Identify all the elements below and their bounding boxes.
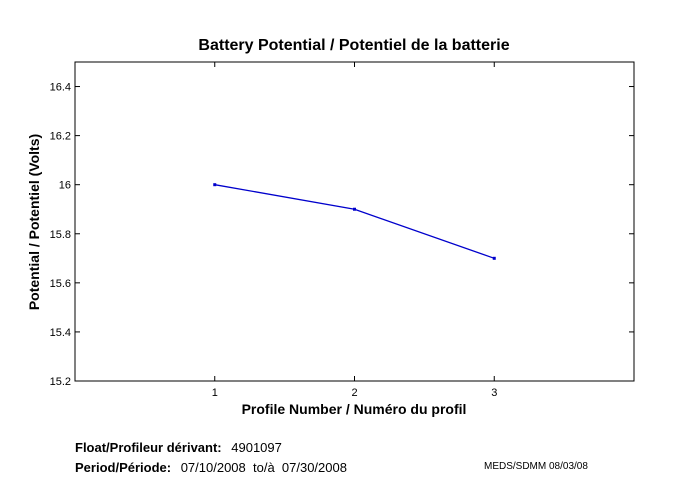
y-tick-label: 15.6 bbox=[50, 278, 71, 290]
period-row: Period/Période: 07/10/2008 to/à 07/30/20… bbox=[75, 460, 347, 475]
x-axis-label: Profile Number / Numéro du profil bbox=[242, 401, 467, 417]
x-tick-label: 3 bbox=[491, 387, 497, 399]
series-layer bbox=[213, 183, 496, 260]
chart-title: Battery Potential / Potentiel de la batt… bbox=[198, 37, 509, 54]
y-tick-label: 15.8 bbox=[50, 229, 71, 241]
plot-frame bbox=[74, 61, 635, 382]
y-axis-ticks: 15.2 15.4 15.6 15.8 16 16.2 16.4 bbox=[50, 82, 634, 388]
data-point bbox=[213, 183, 217, 187]
x-axis-ticks: 1 2 3 bbox=[212, 62, 497, 399]
y-tick-label: 16.2 bbox=[50, 131, 71, 143]
credit-text: MEDS/SDMM 08/03/08 bbox=[484, 461, 588, 472]
y-tick-label: 16 bbox=[59, 180, 71, 192]
y-tick-label: 15.2 bbox=[50, 376, 71, 388]
series-line bbox=[214, 184, 495, 259]
float-id-label: Float/Profileur dérivant: bbox=[75, 440, 222, 455]
x-tick-label: 2 bbox=[351, 387, 357, 399]
period-label: Period/Période: bbox=[75, 460, 172, 475]
float-id-value: 4901097 bbox=[231, 440, 282, 455]
y-axis-label: Potential / Potentiel (Volts) bbox=[26, 134, 42, 310]
period-value: 07/10/2008 to/à 07/30/2008 bbox=[180, 460, 347, 475]
data-point bbox=[492, 256, 496, 260]
data-point bbox=[353, 207, 356, 211]
y-tick-label: 16.4 bbox=[50, 82, 71, 94]
float-id-row: Float/Profileur dérivant: 4901097 bbox=[75, 440, 282, 455]
y-tick-label: 15.4 bbox=[50, 327, 71, 339]
x-tick-label: 1 bbox=[212, 387, 218, 399]
